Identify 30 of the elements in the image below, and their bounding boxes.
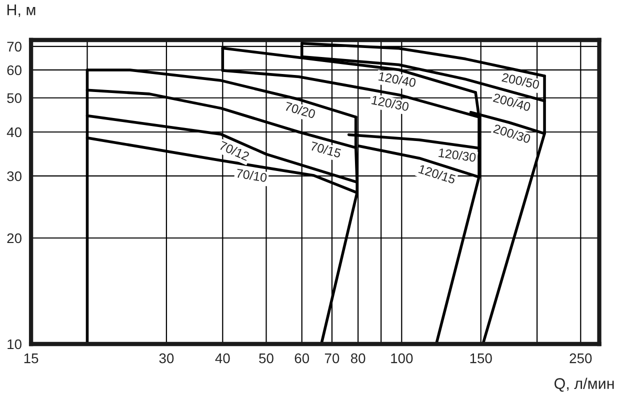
text: 120/30 xyxy=(438,148,476,162)
text: 200/30 xyxy=(492,124,532,144)
x-tick-label: 80 xyxy=(350,353,366,364)
y-tick-label: 40 xyxy=(6,127,22,138)
y-axis-title: H, м xyxy=(7,4,36,18)
text: 70/20 xyxy=(284,101,316,119)
y-tick-label: 60 xyxy=(7,65,22,76)
x-tick-label: 250 xyxy=(570,353,592,364)
x-tick-label: 15 xyxy=(24,354,38,364)
text: 70/15 xyxy=(310,141,342,158)
y-tick-label: 10 xyxy=(8,339,22,350)
y-tick-label: 50 xyxy=(7,93,22,104)
text: 200/40 xyxy=(492,92,532,112)
text: 120/30 xyxy=(371,95,410,112)
text: 200/50 xyxy=(502,72,540,90)
y-tick-label: 20 xyxy=(7,233,22,244)
x-tick-label: 30 xyxy=(159,353,174,364)
x-axis-title: Q, л/мин xyxy=(554,378,614,392)
x-tick-label: 70 xyxy=(324,353,340,364)
text: 70/12 xyxy=(218,140,250,162)
x-tick-label: 150 xyxy=(470,353,492,364)
x-tick-label: 40 xyxy=(215,353,230,364)
x-tick-label: 60 xyxy=(294,353,310,364)
x-tick-label: 50 xyxy=(259,353,274,364)
text: 120/40 xyxy=(378,71,416,88)
text: 120/15 xyxy=(418,164,456,184)
x-tick-label: 100 xyxy=(391,353,413,364)
text: 70/10 xyxy=(236,168,268,182)
y-tick-label: 30 xyxy=(7,171,22,182)
y-tick-label: 70 xyxy=(7,42,22,52)
